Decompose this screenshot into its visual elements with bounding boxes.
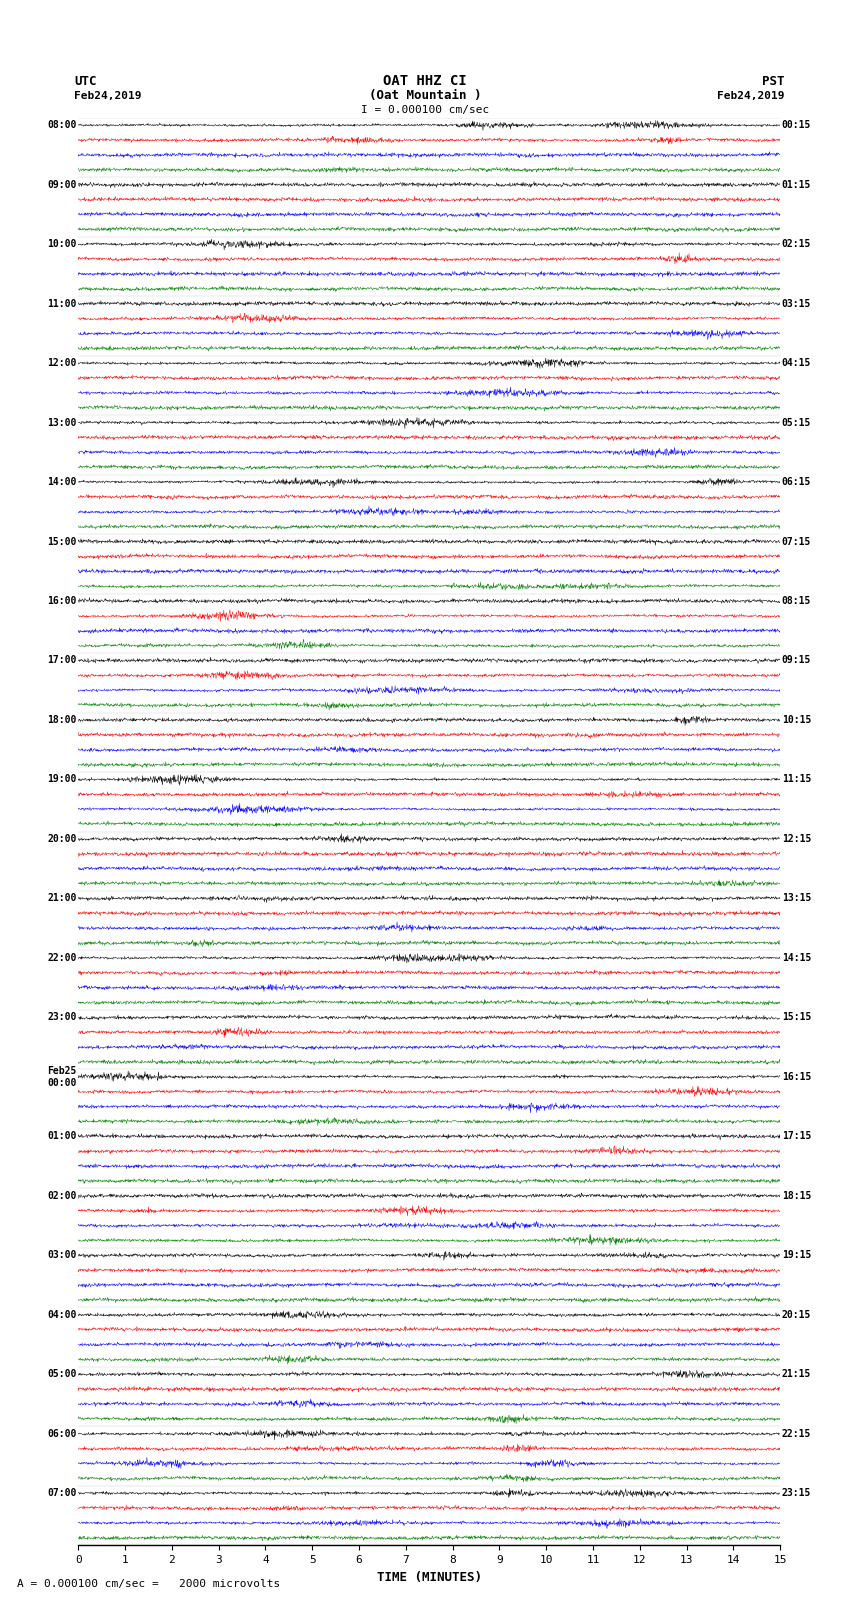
Text: 02:00: 02:00 xyxy=(48,1190,76,1200)
Text: 04:15: 04:15 xyxy=(782,358,811,368)
Text: 06:00: 06:00 xyxy=(48,1429,76,1439)
Text: 07:15: 07:15 xyxy=(782,537,811,547)
Text: A = 0.000100 cm/sec =   2000 microvolts: A = 0.000100 cm/sec = 2000 microvolts xyxy=(17,1579,280,1589)
Text: 18:15: 18:15 xyxy=(782,1190,811,1200)
Text: Feb25
00:00: Feb25 00:00 xyxy=(48,1066,76,1087)
Text: 14:00: 14:00 xyxy=(48,477,76,487)
Text: 10:15: 10:15 xyxy=(782,715,811,724)
Text: 22:00: 22:00 xyxy=(48,953,76,963)
Text: 17:15: 17:15 xyxy=(782,1131,811,1142)
Text: 19:00: 19:00 xyxy=(48,774,76,784)
Text: 05:15: 05:15 xyxy=(782,418,811,427)
Text: Feb24,2019: Feb24,2019 xyxy=(74,90,141,100)
Text: 08:15: 08:15 xyxy=(782,597,811,606)
Text: 20:15: 20:15 xyxy=(782,1310,811,1319)
Text: 16:00: 16:00 xyxy=(48,597,76,606)
Text: Feb24,2019: Feb24,2019 xyxy=(717,90,785,100)
Text: 03:15: 03:15 xyxy=(782,298,811,308)
Text: OAT HHZ CI: OAT HHZ CI xyxy=(383,74,467,87)
X-axis label: TIME (MINUTES): TIME (MINUTES) xyxy=(377,1571,482,1584)
Text: 13:00: 13:00 xyxy=(48,418,76,427)
Text: 07:00: 07:00 xyxy=(48,1489,76,1498)
Text: 09:00: 09:00 xyxy=(48,179,76,190)
Text: 20:00: 20:00 xyxy=(48,834,76,844)
Text: 01:15: 01:15 xyxy=(782,179,811,190)
Text: 21:15: 21:15 xyxy=(782,1369,811,1379)
Text: 21:00: 21:00 xyxy=(48,894,76,903)
Text: 12:15: 12:15 xyxy=(782,834,811,844)
Text: PST: PST xyxy=(762,74,785,87)
Text: 15:15: 15:15 xyxy=(782,1013,811,1023)
Text: (Oat Mountain ): (Oat Mountain ) xyxy=(369,89,481,103)
Text: 19:15: 19:15 xyxy=(782,1250,811,1260)
Text: 00:15: 00:15 xyxy=(782,121,811,131)
Text: 13:15: 13:15 xyxy=(782,894,811,903)
Text: 14:15: 14:15 xyxy=(782,953,811,963)
Text: 22:15: 22:15 xyxy=(782,1429,811,1439)
Text: UTC: UTC xyxy=(74,74,96,87)
Text: 03:00: 03:00 xyxy=(48,1250,76,1260)
Text: 08:00: 08:00 xyxy=(48,121,76,131)
Text: 10:00: 10:00 xyxy=(48,239,76,248)
Text: 11:00: 11:00 xyxy=(48,298,76,308)
Text: 01:00: 01:00 xyxy=(48,1131,76,1142)
Text: 09:15: 09:15 xyxy=(782,655,811,666)
Text: I = 0.000100 cm/sec: I = 0.000100 cm/sec xyxy=(361,105,489,116)
Text: 05:00: 05:00 xyxy=(48,1369,76,1379)
Text: 11:15: 11:15 xyxy=(782,774,811,784)
Text: 17:00: 17:00 xyxy=(48,655,76,666)
Text: 23:15: 23:15 xyxy=(782,1489,811,1498)
Text: 15:00: 15:00 xyxy=(48,537,76,547)
Text: 16:15: 16:15 xyxy=(782,1073,811,1082)
Text: 12:00: 12:00 xyxy=(48,358,76,368)
Text: 04:00: 04:00 xyxy=(48,1310,76,1319)
Text: 18:00: 18:00 xyxy=(48,715,76,724)
Text: 23:00: 23:00 xyxy=(48,1013,76,1023)
Text: 06:15: 06:15 xyxy=(782,477,811,487)
Text: 02:15: 02:15 xyxy=(782,239,811,248)
